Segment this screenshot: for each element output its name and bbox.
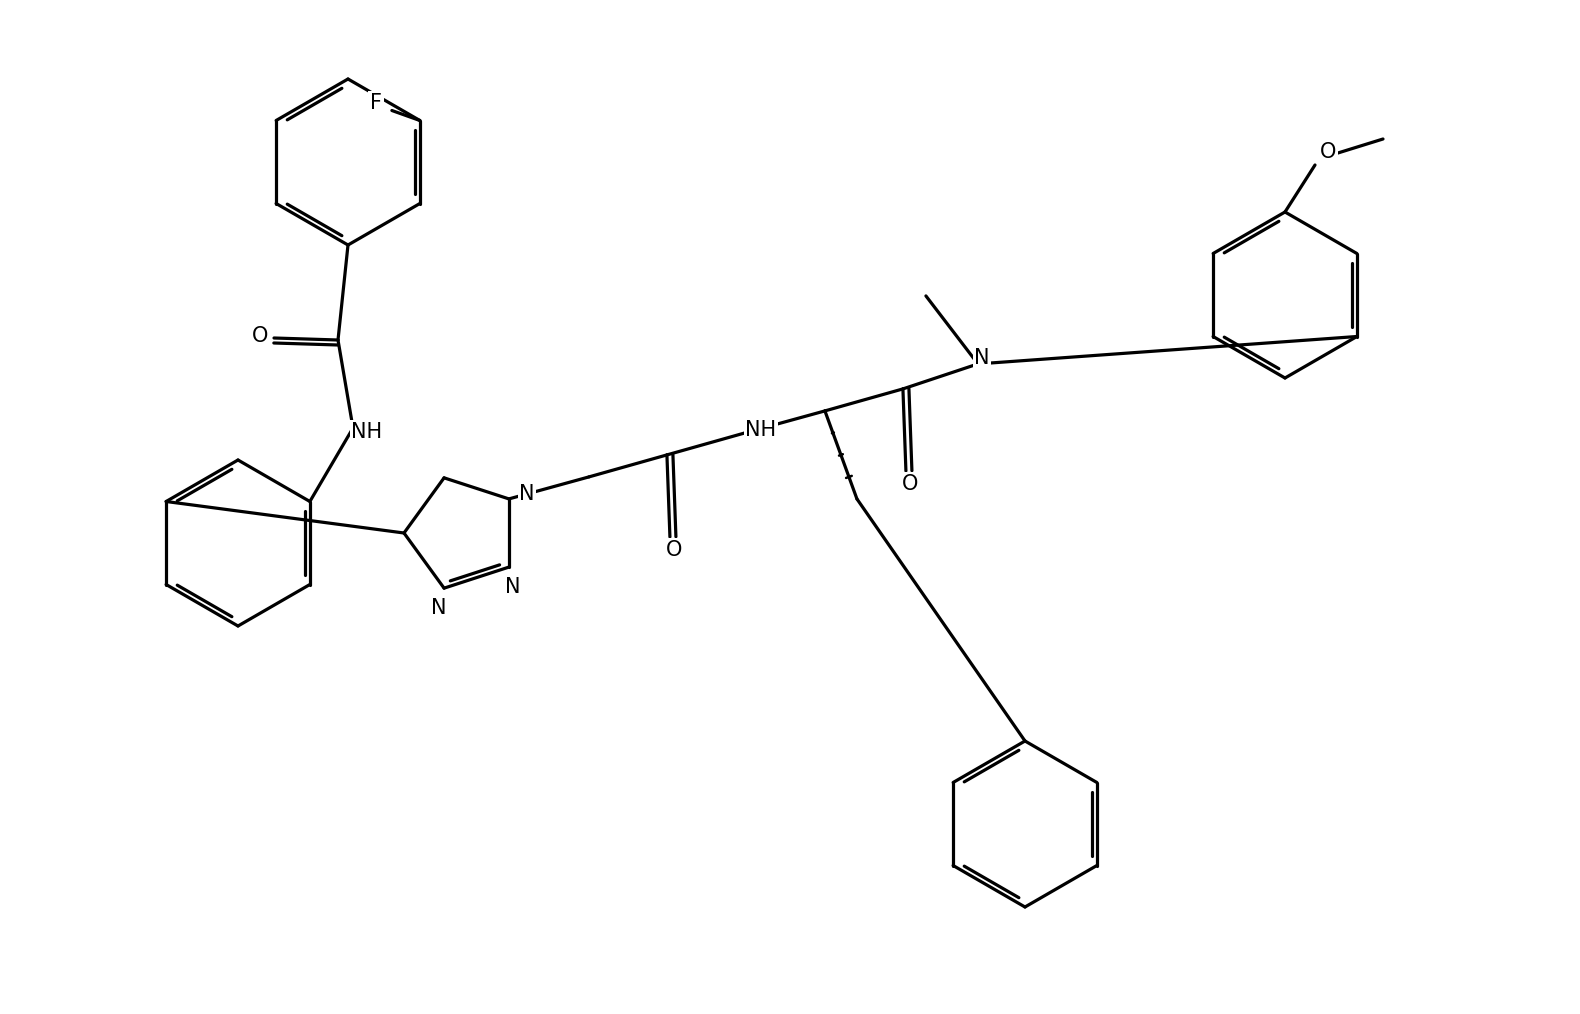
- Text: O: O: [902, 474, 918, 494]
- Text: NH: NH: [351, 422, 382, 442]
- Text: O: O: [1319, 142, 1337, 162]
- Text: N: N: [975, 348, 989, 368]
- Text: N: N: [520, 484, 534, 504]
- Text: O: O: [665, 539, 683, 560]
- Text: F: F: [370, 92, 382, 113]
- Text: NH: NH: [746, 420, 776, 440]
- Text: N: N: [506, 577, 521, 597]
- Text: N: N: [431, 598, 447, 619]
- Text: O: O: [251, 325, 269, 346]
